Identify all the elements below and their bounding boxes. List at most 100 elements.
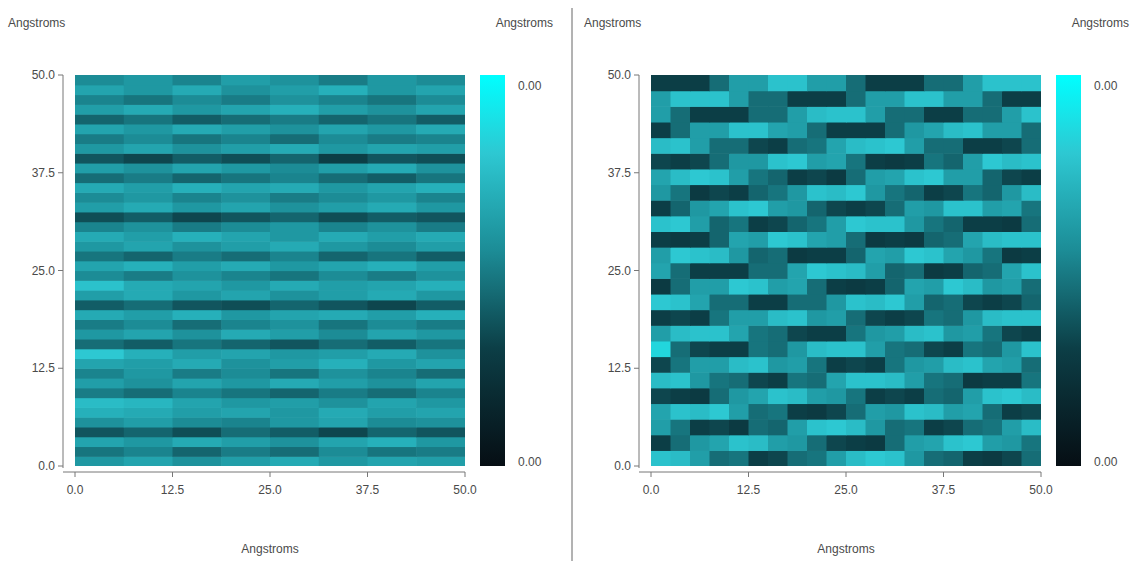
cell [846, 450, 866, 466]
cell [416, 368, 465, 378]
cell [416, 280, 465, 290]
cell [1002, 310, 1022, 326]
cell [671, 310, 691, 326]
cell [807, 310, 827, 326]
cell [651, 200, 671, 216]
cell [173, 202, 222, 212]
cell [368, 446, 417, 456]
cell [75, 339, 124, 349]
panel: 0.012.525.037.550.00.012.525.037.550.0An… [584, 16, 1129, 556]
cell [749, 247, 769, 263]
cell [1022, 153, 1042, 169]
cell [1022, 169, 1042, 185]
cell [1002, 75, 1022, 91]
cell [963, 75, 983, 91]
cell [368, 163, 417, 173]
cell [885, 372, 905, 388]
cell [173, 349, 222, 359]
cell [905, 184, 925, 200]
cell [75, 329, 124, 339]
colorbar [480, 75, 505, 466]
cell [807, 278, 827, 294]
cell [983, 372, 1003, 388]
cell [866, 169, 886, 185]
panel-divider [572, 8, 573, 561]
cell [885, 294, 905, 310]
cell [124, 95, 173, 105]
cell [221, 192, 270, 202]
cell [710, 419, 730, 435]
cell [710, 294, 730, 310]
cell [866, 388, 886, 404]
cell [270, 85, 319, 95]
cell [173, 407, 222, 417]
cell [416, 231, 465, 241]
cell [416, 222, 465, 232]
cell [963, 122, 983, 138]
cell [651, 403, 671, 419]
cell [221, 104, 270, 114]
cell [416, 271, 465, 281]
x-tick-label: 50.0 [1029, 483, 1053, 497]
cell [1002, 278, 1022, 294]
cell [963, 184, 983, 200]
cell [270, 378, 319, 388]
cell [319, 153, 368, 163]
cell [729, 153, 749, 169]
cell [866, 450, 886, 466]
cell [319, 388, 368, 398]
cell [924, 153, 944, 169]
y-tick [58, 75, 63, 76]
cell [1022, 263, 1042, 279]
cell [173, 437, 222, 447]
cell [846, 372, 866, 388]
cell [807, 325, 827, 341]
cell [963, 91, 983, 107]
cell [368, 134, 417, 144]
cell [690, 435, 710, 451]
cell [690, 403, 710, 419]
cell [710, 216, 730, 232]
cell [1002, 138, 1022, 154]
cell [368, 407, 417, 417]
cell [905, 122, 925, 138]
cell [75, 95, 124, 105]
cell [983, 153, 1003, 169]
cell [368, 222, 417, 232]
cell [270, 114, 319, 124]
cell [807, 200, 827, 216]
cell [768, 403, 788, 419]
cell [749, 325, 769, 341]
cell [416, 202, 465, 212]
cell [319, 310, 368, 320]
cell [270, 290, 319, 300]
cell [944, 278, 964, 294]
cell [983, 435, 1003, 451]
cell [319, 251, 368, 261]
cell [221, 85, 270, 95]
cell [885, 388, 905, 404]
cell [1002, 372, 1022, 388]
cell [651, 216, 671, 232]
cell [944, 294, 964, 310]
cell [905, 310, 925, 326]
cell [788, 310, 808, 326]
cell [768, 138, 788, 154]
cell [827, 294, 847, 310]
cell [749, 263, 769, 279]
cell [1002, 216, 1022, 232]
cell [866, 216, 886, 232]
cell [690, 325, 710, 341]
cell [729, 450, 749, 466]
cell [905, 294, 925, 310]
cell [885, 153, 905, 169]
x-tick [465, 472, 466, 477]
cell [866, 278, 886, 294]
cell [729, 419, 749, 435]
cell [270, 261, 319, 271]
cell [651, 169, 671, 185]
cell [905, 200, 925, 216]
cell [173, 231, 222, 241]
cell [807, 294, 827, 310]
cell [651, 357, 671, 373]
